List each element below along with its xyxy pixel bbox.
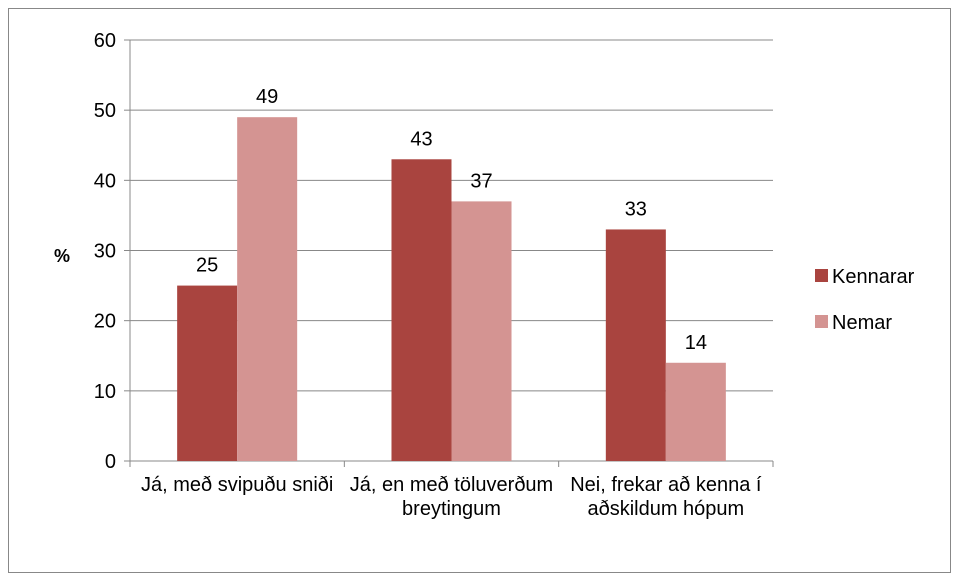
data-label: 25	[196, 255, 218, 277]
legend-label: Nemar	[832, 312, 892, 334]
data-label: 14	[685, 332, 707, 354]
y-tick-label: 30	[94, 241, 116, 263]
y-tick-label: 60	[94, 30, 116, 52]
y-tick-label: 0	[105, 451, 116, 473]
data-label: 37	[470, 170, 492, 192]
x-tick-label: Nei, frekar að kenna í aðskildum hópum	[570, 474, 762, 520]
y-tick-label: 50	[94, 100, 116, 122]
y-tick-label: 20	[94, 311, 116, 333]
bar	[177, 285, 238, 461]
bar	[451, 201, 512, 461]
x-tick-label: Já, en með töluverðum breytingum	[350, 474, 553, 520]
data-label: 43	[410, 128, 432, 150]
legend-label: Kennarar	[832, 266, 915, 288]
legend-swatch	[815, 269, 828, 282]
data-label: 49	[256, 86, 278, 108]
y-axis-label: %	[54, 246, 70, 266]
bar	[391, 159, 452, 462]
bar	[237, 117, 298, 461]
y-tick-label: 10	[94, 381, 116, 403]
legend-swatch	[815, 315, 828, 328]
y-tick-label: 40	[94, 170, 116, 192]
bar	[665, 362, 726, 461]
data-label: 33	[625, 198, 647, 220]
x-tick-label: Já, með svipuðu sniði	[141, 474, 333, 496]
bar	[605, 229, 666, 461]
